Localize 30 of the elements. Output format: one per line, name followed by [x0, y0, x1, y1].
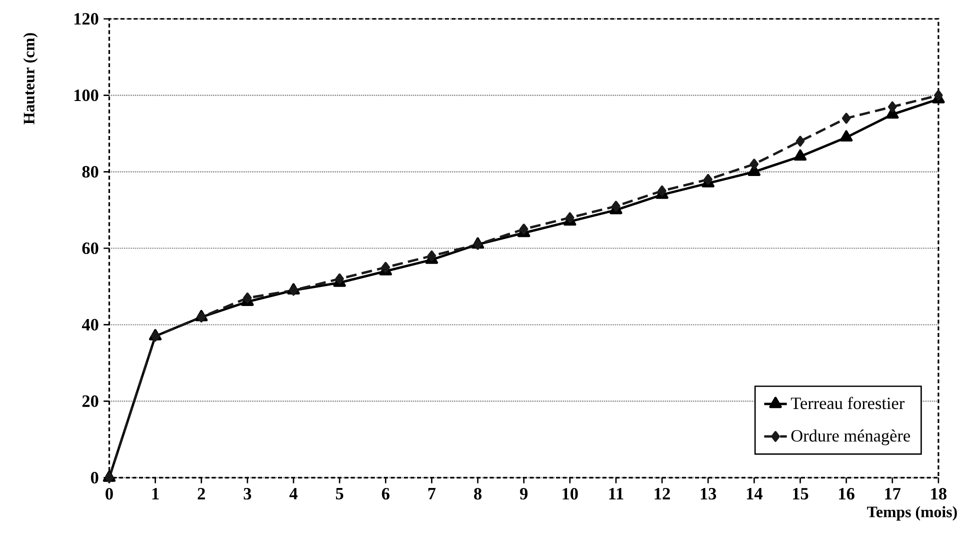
y-tick-label: 120 [74, 12, 98, 25]
x-tick-label: 5 [336, 488, 344, 500]
x-tick-label: 6 [382, 488, 390, 500]
x-tick-label: 16 [839, 488, 854, 500]
x-axis-title: Temps (mois) [867, 506, 957, 521]
x-tick-label: 13 [700, 488, 716, 500]
x-tick-label: 10 [562, 488, 578, 500]
x-tick-label: 7 [428, 488, 436, 500]
x-tick-label: 14 [746, 488, 762, 500]
x-tick-label: 9 [520, 488, 528, 500]
y-tick-label: 60 [82, 242, 98, 254]
x-tick-label: 11 [609, 488, 624, 500]
x-tick-label: 4 [289, 488, 298, 500]
y-tick-label: 100 [74, 89, 98, 102]
x-tick-label: 17 [885, 488, 901, 500]
x-tick-label: 12 [654, 488, 670, 500]
legend-label: Terreau forestier [790, 396, 904, 410]
x-tick-label: 3 [244, 488, 252, 500]
legend-label: Ordure ménagère [791, 429, 910, 446]
x-tick-label: 15 [793, 488, 808, 500]
x-tick-label: 1 [152, 488, 159, 500]
x-tick-label: 8 [474, 488, 482, 500]
x-tick-label: 18 [931, 488, 946, 500]
x-tick-label: 2 [198, 488, 205, 500]
y-tick-label: 20 [82, 395, 98, 407]
y-tick-label: 40 [82, 318, 98, 330]
y-tick-label: 0 [90, 472, 98, 484]
y-tick-label: 80 [82, 166, 98, 178]
x-tick-label: 0 [106, 488, 113, 500]
y-axis-title: Hauteur (cm) [23, 33, 38, 124]
